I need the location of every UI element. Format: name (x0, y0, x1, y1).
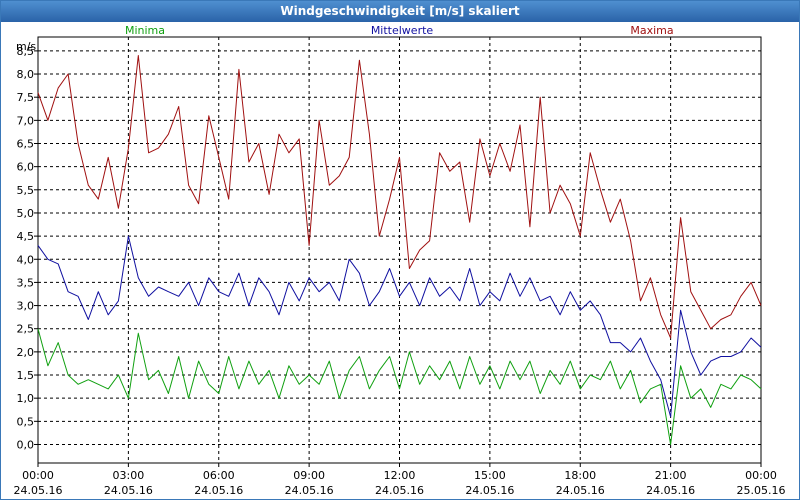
x-axis: 00:00 24.05.16 03:00 24.05.16 06:00 24.05.16 0… (14, 463, 786, 497)
y-tick-label: 2,0 (17, 346, 35, 359)
legend-label-maxima: Maxima (630, 24, 673, 37)
y-tick-label: 7,0 (17, 114, 35, 127)
y-tick-label: 4,0 (17, 253, 35, 266)
y-tick-label: 3,5 (17, 276, 35, 289)
y-tick-label: 0,5 (17, 415, 35, 428)
x-tick-time-label: 15:00 (474, 469, 506, 482)
chart-title: Windgeschwindigkeit [m/s] skaliert (1, 1, 799, 22)
x-tick-date-label: 24.05.16 (104, 484, 153, 497)
x-tick-date-label: 24.05.16 (14, 484, 63, 497)
x-tick-time-label: 18:00 (564, 469, 596, 482)
y-tick-label: 0,0 (17, 438, 35, 451)
y-tick-label: 7,5 (17, 91, 35, 104)
series-line-mittelwerte (37, 235, 762, 418)
x-tick-time-label: 00:00 (745, 469, 777, 482)
grid-lines (38, 37, 761, 463)
legend: Minima Mittelwerte Maxima (125, 24, 674, 37)
y-tick-label: 8,0 (17, 68, 35, 81)
x-tick-time-label: 12:00 (384, 469, 416, 482)
y-tick-label: 5,5 (17, 184, 35, 197)
x-tick-date-label: 24.05.16 (285, 484, 334, 497)
y-tick-label: 5,0 (17, 207, 35, 220)
x-tick-date-label: 24.05.16 (556, 484, 605, 497)
x-tick-date-label: 24.05.16 (194, 484, 243, 497)
x-tick-time-label: 06:00 (203, 469, 235, 482)
series-layer (37, 55, 762, 445)
y-tick-label: 2,5 (17, 323, 35, 336)
y-tick-label: 1,5 (17, 369, 35, 382)
y-tick-label: 6,5 (17, 138, 35, 151)
series-line-minima (37, 328, 762, 445)
y-tick-label: 4,5 (17, 230, 35, 243)
x-tick-date-label: 24.05.16 (465, 484, 514, 497)
y-axis: m/s 0,0 0,5 1,0 1,5 2,0 2,5 3,0 3,5 4,0 4,5 5,0 5,5… (16, 40, 38, 451)
x-tick-date-label: 24.05.16 (375, 484, 424, 497)
y-tick-label: 8,5 (17, 45, 35, 58)
legend-label-minima: Minima (125, 24, 165, 37)
x-tick-time-label: 03:00 (113, 469, 145, 482)
y-tick-label: 1,0 (17, 392, 35, 405)
y-axis-unit-label: m/s (16, 40, 36, 53)
x-tick-time-label: 21:00 (655, 469, 687, 482)
x-tick-date-label: 25.05.16 (737, 484, 786, 497)
x-tick-date-label: 24.05.16 (646, 484, 695, 497)
y-tick-label: 6,0 (17, 161, 35, 174)
x-tick-time-label: 00:00 (22, 469, 54, 482)
series-line-maxima (37, 55, 762, 339)
y-tick-label: 3,0 (17, 300, 35, 313)
legend-label-mittelwerte: Mittelwerte (371, 24, 434, 37)
x-tick-time-label: 09:00 (293, 469, 325, 482)
